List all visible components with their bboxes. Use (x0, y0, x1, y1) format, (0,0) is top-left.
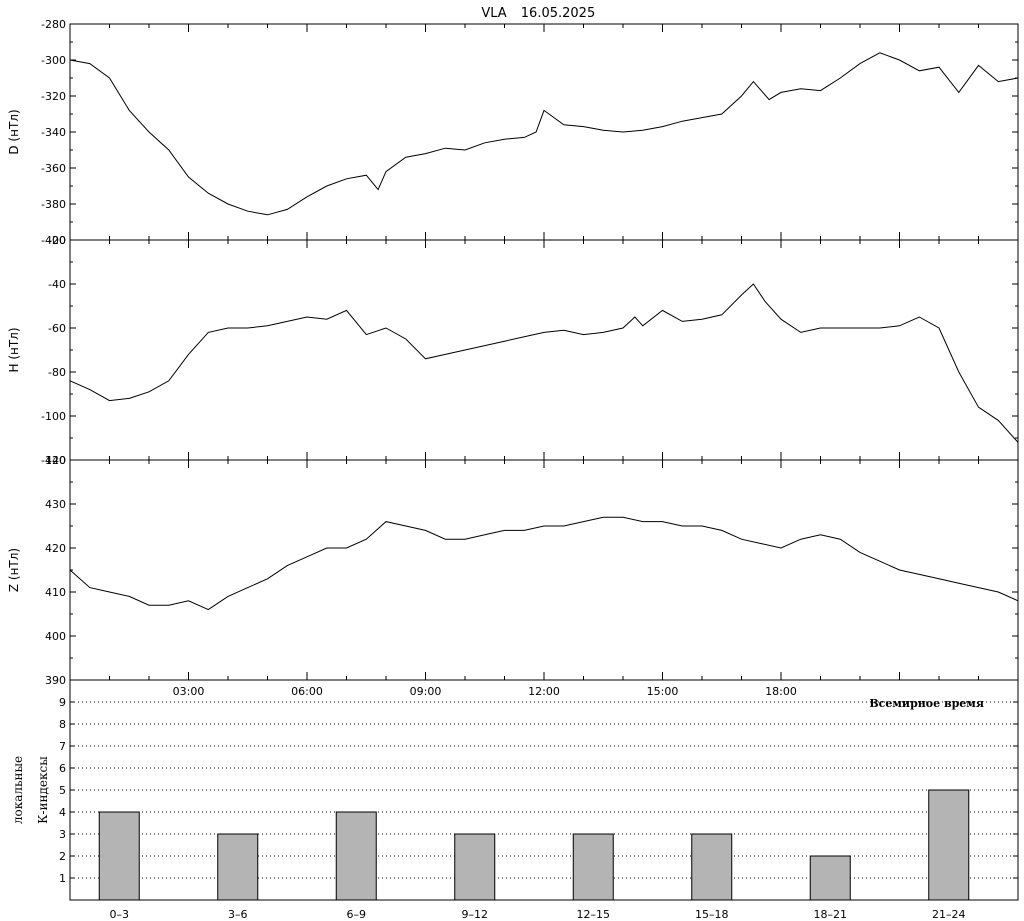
chart-title-station: VLA (481, 6, 506, 21)
x-tick-label: 15:00 (647, 685, 679, 698)
y-tick-label: -320 (41, 90, 66, 103)
chart-title-date: 16.05.2025 (521, 6, 595, 21)
k-index-bar (572, 833, 614, 901)
y-tick-label: 3 (59, 828, 66, 841)
y-tick-label: -60 (48, 322, 66, 335)
panel-frame-1 (69, 23, 1019, 241)
y-tick-label: -360 (41, 162, 66, 175)
y-tick-label: 420 (45, 542, 66, 555)
k-category-label: 15–18 (695, 908, 729, 921)
y-axis-title: Z (нТл) (7, 548, 21, 592)
x-tick-label: 12:00 (528, 685, 560, 698)
x-tick-label: 06:00 (291, 685, 323, 698)
y-axis-title: D (нТл) (7, 109, 21, 154)
y-tick-label: 400 (45, 630, 66, 643)
k-index-bar (809, 855, 851, 901)
y-tick-label: 410 (45, 586, 66, 599)
series-line-1 (69, 52, 1019, 216)
y-tick-label: 5 (59, 784, 66, 797)
y-tick-label: -380 (41, 198, 66, 211)
y-axis-title-secondary: локальные (11, 756, 25, 824)
series-line-2 (69, 283, 1019, 443)
k-index-bar (98, 811, 140, 901)
k-index-bar (928, 789, 970, 901)
x-tick-label: 03:00 (173, 685, 205, 698)
y-tick-label: -400 (41, 234, 66, 247)
y-tick-label: 440 (45, 454, 66, 467)
y-axis-title: H (нТл) (7, 327, 21, 372)
y-tick-label: 9 (59, 696, 66, 709)
y-tick-label: -280 (41, 18, 66, 31)
k-category-label: 18–21 (814, 908, 848, 921)
k-category-label: 3–6 (228, 908, 248, 921)
y-tick-label: 8 (59, 718, 66, 731)
x-tick-label: 09:00 (410, 685, 442, 698)
panel-frame-4 (69, 679, 1019, 901)
k-index-bar (217, 833, 259, 901)
k-index-bar (454, 833, 496, 901)
y-tick-label: -40 (48, 278, 66, 291)
k-index-bar (691, 833, 733, 901)
y-tick-label: 1 (59, 872, 66, 885)
y-tick-label: -80 (48, 366, 66, 379)
series-line-3 (69, 516, 1019, 611)
k-category-label: 9–12 (462, 908, 489, 921)
k-category-label: 21–24 (932, 908, 966, 921)
y-tick-label: -300 (41, 54, 66, 67)
y-tick-label: 7 (59, 740, 66, 753)
k-category-label: 12–15 (577, 908, 611, 921)
k-category-label: 6–9 (347, 908, 367, 921)
panel-frame-3 (69, 459, 1019, 681)
y-tick-label: -100 (41, 410, 66, 423)
y-tick-label: 2 (59, 850, 66, 863)
y-tick-label: 4 (59, 806, 66, 819)
y-axis-title: К-индексы (36, 756, 50, 824)
k-category-label: 0–3 (110, 908, 130, 921)
y-tick-label: 390 (45, 674, 66, 687)
k-index-bar (335, 811, 377, 901)
y-tick-label: -340 (41, 126, 66, 139)
x-tick-label: 18:00 (765, 685, 797, 698)
y-tick-label: 6 (59, 762, 66, 775)
x-axis-title: Всемирное время (869, 697, 984, 710)
y-tick-label: -120 (41, 454, 66, 467)
panel-frame-2 (69, 239, 1019, 461)
y-tick-label: 430 (45, 498, 66, 511)
y-tick-label: -20 (48, 234, 66, 247)
